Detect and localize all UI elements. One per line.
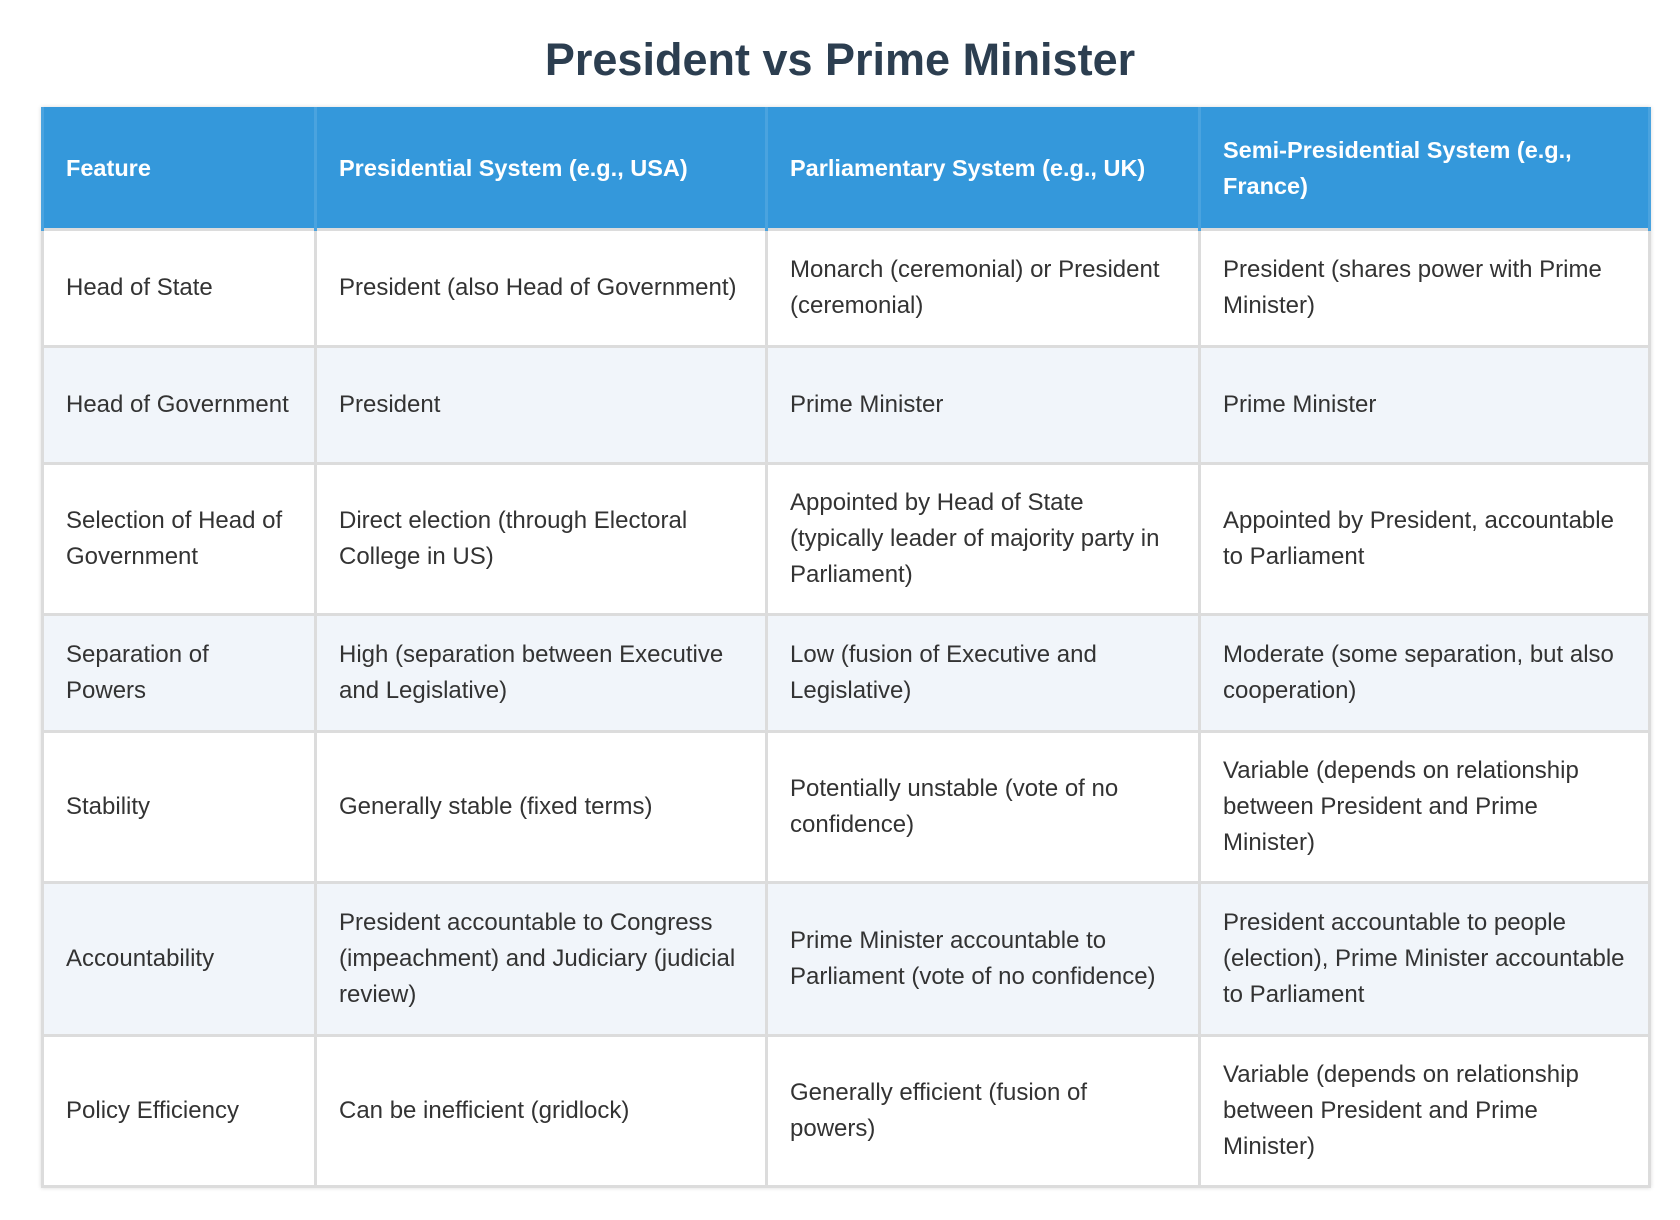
table-row: Accountability President accountable to C…	[41, 881, 1651, 1037]
header-cell: Parliamentary System (e.g., UK)	[765, 107, 1201, 230]
table-cell: Variable (depends on relationship betwee…	[1198, 730, 1651, 884]
header-row: Feature Presidential System (e.g., USA) Pa…	[41, 107, 1651, 230]
header-cell: Feature	[41, 107, 317, 230]
feature-cell: Accountability	[41, 881, 317, 1037]
feature-cell: Head of State	[41, 228, 317, 348]
table-body: Head of State President (also Head of Gov…	[41, 228, 1651, 1188]
comparison-table: Feature Presidential System (e.g., USA) Pa…	[41, 107, 1651, 1188]
table-cell: Low (fusion of Executive and Legislative…	[765, 613, 1201, 733]
table-cell: Prime Minister	[765, 345, 1201, 465]
table-cell: Variable (depends on relationship betwee…	[1198, 1034, 1651, 1188]
page-title: President vs Prime Minister	[544, 34, 1136, 85]
feature-cell: Policy Efficiency	[41, 1034, 317, 1188]
table-row: Separation of Powers High (separation bet…	[41, 613, 1651, 733]
table-cell: Potentially unstable (vote of no confide…	[765, 730, 1201, 884]
table-cell: Appointed by Head of State (typically le…	[765, 462, 1201, 616]
header-cell: Presidential System (e.g., USA)	[314, 107, 768, 230]
table-cell: President (also Head of Government)	[314, 228, 768, 348]
table-cell: Direct election (through Electoral Colle…	[314, 462, 768, 616]
table-row: Head of Government President Prime Ministe…	[41, 345, 1651, 465]
table-cell: Can be inefficient (gridlock)	[314, 1034, 768, 1188]
table-row: Selection of Head of Government Direct el…	[41, 462, 1651, 616]
table-cell: Appointed by President, accountable to P…	[1198, 462, 1651, 616]
table-cell: Moderate (some separation, but also coop…	[1198, 613, 1651, 733]
table-header: Feature Presidential System (e.g., USA) Pa…	[41, 107, 1651, 230]
table-cell: Prime Minister accountable to Parliament…	[765, 881, 1201, 1037]
table-row: Head of State President (also Head of Gov…	[41, 228, 1651, 348]
table-cell: Generally stable (fixed terms)	[314, 730, 768, 884]
table-row: Policy Efficiency Can be inefficient (gri…	[41, 1034, 1651, 1188]
table-cell: Monarch (ceremonial) or President (cerem…	[765, 228, 1201, 348]
table-cell: President	[314, 345, 768, 465]
table-cell: President accountable to Congress (impea…	[314, 881, 768, 1037]
feature-cell: Head of Government	[41, 345, 317, 465]
table-cell: Generally efficient (fusion of powers)	[765, 1034, 1201, 1188]
feature-cell: Selection of Head of Government	[41, 462, 317, 616]
feature-cell: Stability	[41, 730, 317, 884]
header-cell: Semi-Presidential System (e.g., France)	[1198, 107, 1651, 230]
table-cell: Prime Minister	[1198, 345, 1651, 465]
feature-cell: Separation of Powers	[41, 613, 317, 733]
table-row: Stability Generally stable (fixed terms) P…	[41, 730, 1651, 884]
table-cell: High (separation between Executive and L…	[314, 613, 768, 733]
table-cell: President accountable to people (electio…	[1198, 881, 1651, 1037]
table-cell: President (shares power with Prime Minis…	[1198, 228, 1651, 348]
